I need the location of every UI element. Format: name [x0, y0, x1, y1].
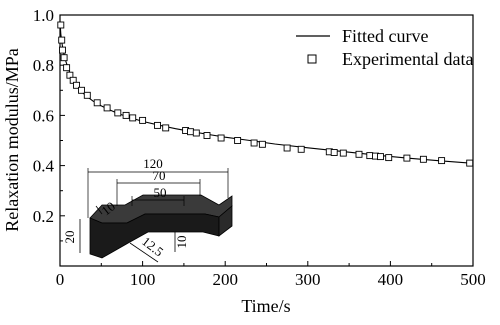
- dim-label-50: 50: [154, 185, 167, 200]
- legend-experimental-data-label: Experimental data: [342, 49, 473, 69]
- experimental-data-point: [192, 129, 200, 137]
- experimental-data-point: [154, 121, 161, 129]
- experimental-data-point: [73, 81, 80, 89]
- experimental-data-point: [438, 157, 446, 165]
- experimental-data-point: [162, 124, 170, 132]
- y-tick-label: 1.0: [33, 6, 54, 25]
- dim-line-10-thickness: [95, 205, 103, 215]
- y-axis-ticks: 0.2 0.4 0.6 0.8 1.0: [33, 6, 65, 242]
- experimental-data-point: [122, 111, 130, 119]
- experimental-data-point: [129, 114, 137, 122]
- experimental-data-point: [139, 116, 147, 124]
- specimen-end-face: [218, 205, 233, 237]
- x-tick-label: 500: [460, 270, 486, 289]
- y-tick-label: 0.6: [33, 106, 54, 125]
- fitted-curve-line: [59, 27, 474, 164]
- experimental-data-point: [258, 140, 266, 148]
- experimental-data-point: [187, 128, 194, 136]
- y-tick-label: 0.4: [33, 157, 55, 176]
- experimental-data-point: [419, 155, 427, 163]
- experimental-data-point: [93, 99, 101, 107]
- experimental-data-point: [57, 21, 65, 29]
- experimental-data-point: [103, 104, 111, 112]
- dim-line-12-5: [129, 242, 159, 263]
- experimental-data-point: [385, 154, 393, 162]
- dim-label-10-width: 10: [174, 236, 189, 249]
- experimental-data-point: [250, 139, 258, 147]
- y-tick-label: 0.2: [33, 207, 54, 226]
- experimental-data-point: [403, 154, 411, 162]
- experimental-data-point: [63, 64, 71, 72]
- experimental-data-point: [366, 152, 374, 160]
- x-tick-label: 400: [378, 270, 404, 289]
- experimental-points-layer: [57, 21, 474, 167]
- y-tick-label: 0.8: [33, 56, 54, 75]
- x-tick-label: 300: [295, 270, 321, 289]
- experimental-data-point: [330, 149, 338, 156]
- experimental-data-point: [297, 145, 305, 153]
- dim-label-12-5: 12.5: [139, 234, 166, 260]
- experimental-data-point: [83, 91, 91, 99]
- dim-label-120: 120: [143, 156, 163, 171]
- y-axis-title: Relaxation modulus/MPa: [2, 48, 22, 232]
- x-tick-label: 200: [212, 270, 238, 289]
- experimental-data-point: [377, 153, 384, 161]
- experimental-data-point: [466, 159, 474, 167]
- legend-fitted-curve-label: Fitted curve: [342, 26, 428, 46]
- experimental-data-point: [217, 134, 225, 142]
- experimental-data-point: [283, 144, 291, 152]
- experimental-data-point: [234, 137, 242, 144]
- x-tick-label: 0: [56, 270, 65, 289]
- experimental-data-point: [355, 150, 363, 158]
- experimental-data-point: [78, 86, 85, 94]
- experimental-data-point: [60, 54, 68, 62]
- x-axis-ticks: 0 100 200 300 400 500: [56, 261, 486, 289]
- fitted-curve-layer: [59, 27, 474, 164]
- x-axis-title: Time/s: [241, 296, 290, 316]
- experimental-data-point: [59, 46, 66, 54]
- dim-label-20: 20: [62, 231, 77, 244]
- specimen-inset: 120 70 50 10 20 12.5 10: [62, 156, 233, 263]
- x-tick-label: 100: [130, 270, 156, 289]
- legend-square-marker: [307, 54, 317, 64]
- legend: Fitted curve Experimental data: [296, 26, 473, 69]
- experimental-data-point: [339, 149, 347, 157]
- experimental-data-point: [58, 36, 66, 44]
- experimental-data-point: [203, 132, 211, 139]
- dim-label-70: 70: [153, 168, 166, 183]
- experimental-data-point: [114, 109, 122, 117]
